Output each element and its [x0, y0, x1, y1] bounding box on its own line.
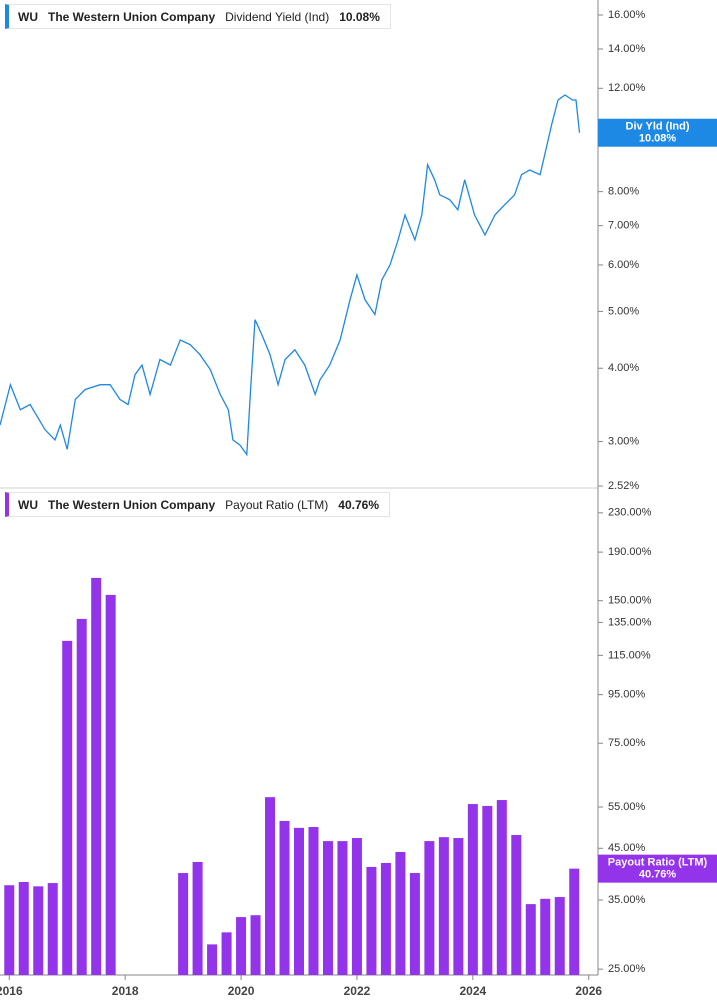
- ticker: WU: [18, 9, 38, 24]
- bar: [351, 838, 362, 975]
- y-tick-label: 45.00%: [608, 842, 646, 854]
- legend: WU The Western Union Company Payout Rati…: [5, 492, 390, 517]
- bar: [18, 881, 29, 975]
- y-tick-label: 6.00%: [608, 259, 639, 271]
- bar: [250, 915, 261, 975]
- y-tick-label: 16.00%: [608, 9, 646, 21]
- bar: [4, 885, 15, 975]
- y-tick-label: 25.00%: [608, 963, 646, 975]
- company: The Western Union Company: [48, 497, 216, 512]
- bar: [33, 886, 44, 975]
- badge-label: Payout Ratio (LTM): [608, 857, 708, 869]
- bar: [207, 944, 218, 975]
- bar: [409, 873, 420, 975]
- x-tick-label: 2024: [459, 984, 486, 998]
- y-tick-label: 5.00%: [608, 305, 639, 317]
- badge-value: 10.08%: [639, 133, 677, 145]
- x-tick-label: 2026: [575, 984, 602, 998]
- legend-entry: Dividend Yield (Ind): [225, 9, 330, 24]
- y-tick-label: 35.00%: [608, 894, 646, 906]
- y-tick-label: 4.00%: [608, 362, 639, 374]
- legend: WU The Western Union Company Dividend Yi…: [5, 4, 391, 29]
- line: [0, 94, 581, 457]
- ticker: WU: [18, 497, 38, 512]
- bar: [47, 883, 58, 975]
- y-tick-label: 7.00%: [608, 220, 639, 232]
- current-badge: [598, 854, 717, 883]
- y-tick-label: 55.00%: [608, 801, 646, 813]
- x-tick-label: 2022: [344, 984, 371, 998]
- bar: [380, 862, 391, 975]
- bar: [322, 841, 333, 975]
- current-value: 10.08%: [339, 9, 380, 24]
- y-tick-label: 3.00%: [608, 435, 639, 447]
- bar: [105, 594, 116, 975]
- bar: [294, 827, 304, 975]
- bar: [337, 841, 348, 975]
- bar: [62, 640, 73, 975]
- bar: [424, 841, 435, 975]
- x-tick-label: 2018: [112, 984, 139, 998]
- y-tick-label: 115.00%: [608, 649, 651, 661]
- bar: [395, 851, 406, 975]
- bar: [76, 618, 87, 975]
- bar: [482, 805, 493, 975]
- bar: [178, 873, 189, 975]
- bar: [453, 838, 464, 975]
- y-tick-label: 230.00%: [608, 507, 652, 519]
- y-tick-label: 190.00%: [608, 546, 652, 558]
- bar: [540, 898, 551, 975]
- bar: [511, 835, 522, 975]
- bar: [525, 904, 536, 975]
- bar: [366, 866, 377, 975]
- badge-value: 40.76%: [639, 869, 677, 881]
- y-tick-label: 150.00%: [608, 595, 652, 607]
- bar: [236, 917, 247, 975]
- bar: [569, 868, 580, 975]
- bar: [467, 804, 478, 975]
- x-tick-label: 2020: [228, 984, 255, 998]
- current-value: 40.76%: [338, 497, 379, 512]
- y-tick-label: 14.00%: [608, 43, 646, 55]
- y-tick-label: 12.00%: [608, 82, 646, 94]
- bar: [438, 837, 449, 975]
- y-tick-label: 135.00%: [608, 616, 652, 628]
- company: The Western Union Company: [48, 9, 216, 24]
- bar: [91, 577, 102, 975]
- bar: [496, 800, 507, 975]
- y-tick-label: 75.00%: [608, 737, 646, 749]
- bar: [265, 797, 276, 975]
- x-tick-label: 2016: [0, 984, 23, 998]
- bar: [221, 932, 232, 975]
- bar: [554, 897, 565, 975]
- y-tick-label: 95.00%: [608, 689, 646, 701]
- legend-entry: Payout Ratio (LTM): [225, 497, 329, 512]
- bar: [308, 827, 319, 975]
- y-tick-label: 8.00%: [608, 186, 639, 198]
- y-tick-label: 2.52%: [608, 480, 639, 492]
- current-badge: [598, 118, 717, 147]
- bar: [192, 861, 203, 975]
- badge-label: Div Yld (Ind): [626, 121, 690, 133]
- bar: [279, 820, 290, 975]
